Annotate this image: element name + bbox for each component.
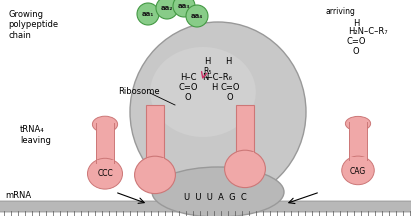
Text: mRNA: mRNA — [5, 192, 31, 200]
Bar — [236, 152, 254, 162]
Circle shape — [173, 0, 195, 17]
Text: aa₄: aa₄ — [191, 13, 203, 19]
Text: CAG: CAG — [350, 167, 366, 176]
FancyBboxPatch shape — [0, 201, 411, 212]
Ellipse shape — [150, 47, 256, 137]
Ellipse shape — [92, 116, 118, 132]
Text: –: – — [205, 73, 209, 83]
Text: Ribosome: Ribosome — [118, 87, 159, 97]
Text: tRNA₄
leaving: tRNA₄ leaving — [20, 125, 51, 145]
Text: H–C: H–C — [180, 73, 196, 83]
Ellipse shape — [134, 156, 175, 194]
Text: CCC: CCC — [97, 168, 113, 178]
Text: U  U  U  A  G  C: U U U A G C — [184, 194, 246, 203]
Text: O: O — [353, 48, 359, 57]
Bar — [96, 122, 114, 162]
Text: Growing
polypeptide
chain: Growing polypeptide chain — [8, 10, 58, 40]
Text: O: O — [227, 94, 233, 103]
Bar — [146, 158, 164, 168]
Bar — [349, 157, 367, 165]
Ellipse shape — [224, 150, 266, 188]
Text: H: H — [204, 57, 210, 67]
Text: R₅: R₅ — [203, 67, 211, 76]
Ellipse shape — [88, 158, 122, 189]
Circle shape — [186, 5, 208, 27]
Circle shape — [137, 3, 159, 25]
Text: O: O — [185, 94, 191, 103]
Bar — [146, 105, 164, 163]
Text: aa₂: aa₂ — [161, 5, 173, 11]
Text: C=O: C=O — [220, 84, 240, 92]
Text: N–C–R₆: N–C–R₆ — [202, 73, 232, 83]
Text: H: H — [211, 84, 217, 92]
Circle shape — [156, 0, 178, 19]
Bar — [236, 105, 254, 157]
Ellipse shape — [342, 156, 374, 185]
Ellipse shape — [152, 167, 284, 216]
Text: H: H — [225, 57, 231, 67]
Bar — [97, 159, 113, 167]
Text: aa₁: aa₁ — [142, 11, 154, 17]
Ellipse shape — [345, 116, 371, 131]
Bar — [349, 122, 367, 160]
Text: C=O: C=O — [346, 38, 366, 46]
Ellipse shape — [130, 22, 306, 202]
Text: H: H — [353, 19, 359, 27]
Text: aa₃: aa₃ — [178, 3, 190, 9]
Text: arriving: arriving — [325, 8, 355, 16]
Text: C=O: C=O — [178, 84, 198, 92]
Text: H₂N–C–R₇: H₂N–C–R₇ — [348, 27, 388, 37]
